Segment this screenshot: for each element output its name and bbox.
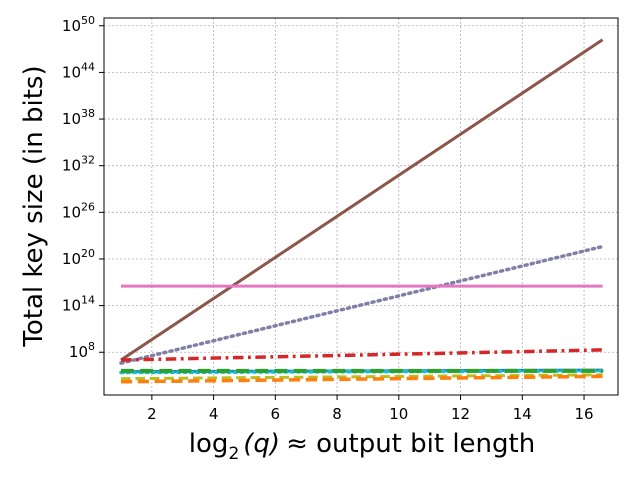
y-tick-label: 1032 xyxy=(62,154,95,175)
y-tick-label: 108 xyxy=(69,340,95,361)
y-tick-label: 1014 xyxy=(62,294,95,315)
x-axis-title-rest: ≈ output bit length xyxy=(286,429,535,459)
y-tick-label: 1020 xyxy=(62,247,95,268)
x-tick-label: 2 xyxy=(147,405,157,423)
y-tick-label: 1026 xyxy=(62,200,95,221)
grid xyxy=(104,18,618,395)
y-tick-label: 1044 xyxy=(62,60,95,81)
x-axis: 2 4 6 8 10 12 14 16 xyxy=(147,395,594,423)
series-line-4 xyxy=(120,348,603,362)
y-axis-title: Total key size (in bits) xyxy=(19,65,49,347)
x-tick-label: 16 xyxy=(574,405,593,423)
y-tick-label: 1050 xyxy=(62,14,95,35)
series-line-9 xyxy=(120,374,603,384)
series-group xyxy=(119,38,605,384)
plot-frame xyxy=(103,17,619,396)
x-tick-label: 8 xyxy=(332,405,342,423)
x-tick-label: 4 xyxy=(209,405,219,423)
x-tick-label: 14 xyxy=(513,405,532,423)
series-line-1 xyxy=(120,38,604,362)
x-axis-title-sub: 2 xyxy=(228,444,239,464)
x-axis-title-var: (q) xyxy=(243,429,280,459)
y-tick-label: 1038 xyxy=(62,107,95,128)
x-tick-label: 6 xyxy=(271,405,281,423)
y-axis: 108 1014 1020 1026 1032 1038 1044 1050 xyxy=(62,14,104,361)
series-line-2 xyxy=(119,244,605,365)
x-tick-label: 12 xyxy=(451,405,470,423)
series-line-8 xyxy=(120,373,603,381)
x-tick-label: 10 xyxy=(389,405,408,423)
x-axis-title-log: log xyxy=(189,429,229,459)
x-axis-title: log2 (q) ≈ output bit length xyxy=(189,429,535,464)
